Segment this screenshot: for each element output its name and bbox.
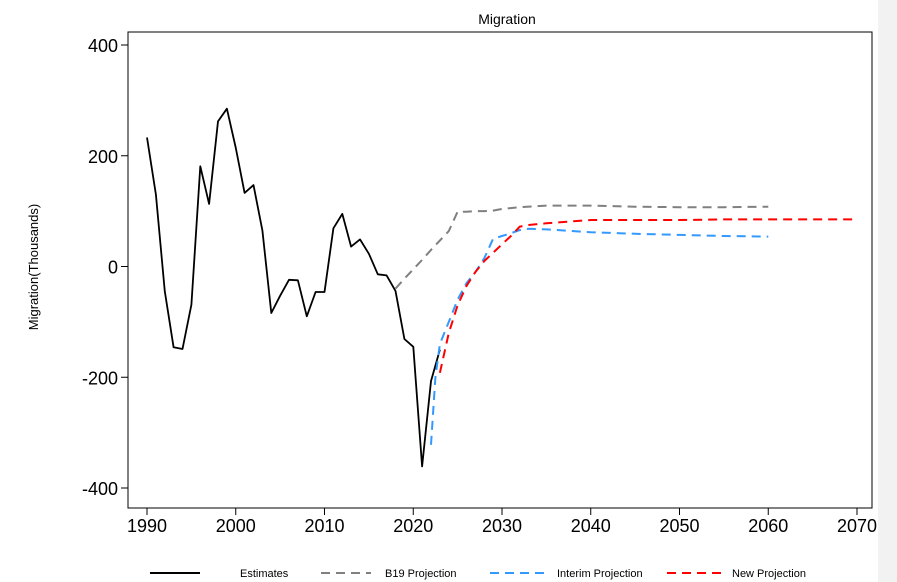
x-tick-label: 2050: [659, 516, 699, 536]
legend: Estimates B19 Projection Interim Projectio…: [150, 568, 806, 580]
x-tick-label: 2070: [837, 516, 877, 536]
y-tick-label: -400: [82, 479, 118, 499]
y-tick-label: 0: [108, 258, 118, 278]
series-line-b19-projection: [394, 204, 769, 290]
legend-label: B19 Projection: [385, 568, 457, 580]
series-line-interim-projection: [430, 227, 769, 445]
plot-frame: [127, 31, 873, 509]
x-tick-label: 2030: [482, 516, 522, 536]
y-tick-label: -200: [82, 368, 118, 388]
series-line-estimates: [146, 107, 441, 468]
series-line-new-projection: [438, 218, 857, 374]
x-tick-label: 1990: [127, 516, 167, 536]
y-tick-label: 400: [88, 36, 118, 56]
y-axis-ticks: 400 200 0 -200 -400: [82, 36, 128, 499]
y-tick-label: 200: [88, 147, 118, 167]
legend-label: Estimates: [240, 568, 289, 580]
x-axis-ticks: 1990 2000 2010 2020 2030 2040 2050 2060 2070: [127, 508, 877, 536]
x-tick-label: 2000: [216, 516, 256, 536]
series-lines: [146, 107, 857, 468]
legend-label: Interim Projection: [557, 568, 643, 580]
right-margin-strip: [878, 0, 897, 582]
legend-label: New Projection: [732, 568, 806, 580]
chart-title: Migration: [478, 11, 536, 27]
y-axis-label: Migration(Thousands): [26, 204, 41, 330]
x-tick-label: 2040: [571, 516, 611, 536]
x-tick-label: 2060: [748, 516, 788, 536]
x-tick-label: 2010: [304, 516, 344, 536]
x-tick-label: 2020: [393, 516, 433, 536]
